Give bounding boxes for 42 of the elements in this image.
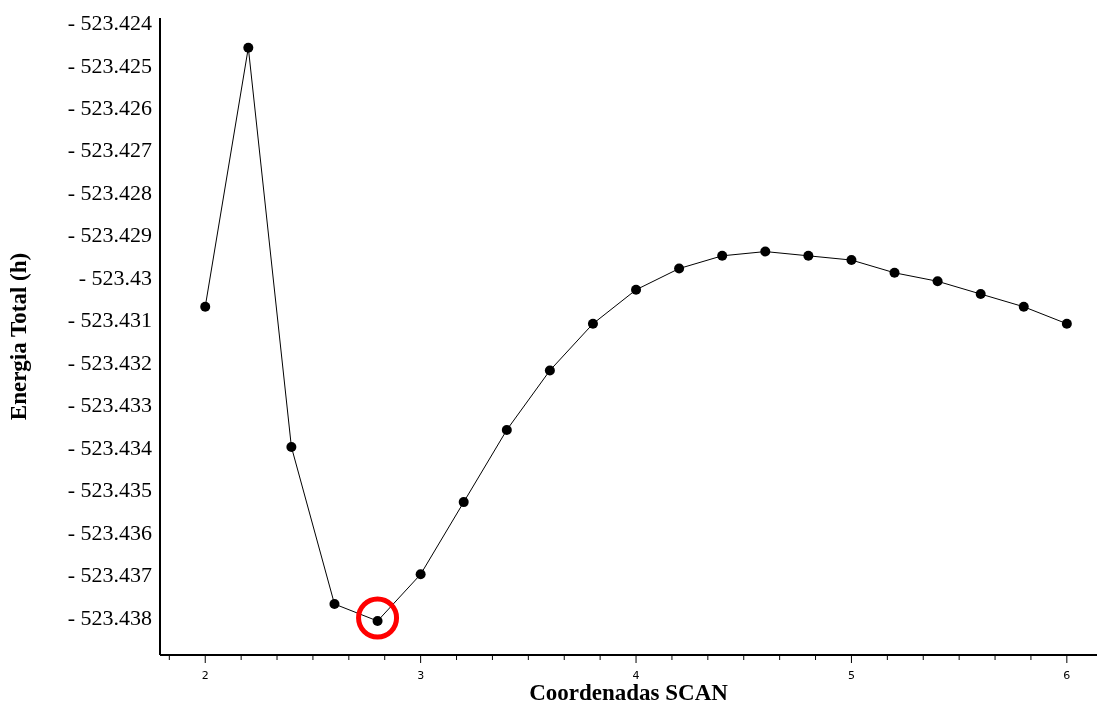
point <box>200 301 211 312</box>
y-tick-label: - 523.436 <box>67 519 152 545</box>
point <box>415 569 426 580</box>
y-tick-label: - 523.432 <box>67 349 152 375</box>
y-tick-label: - 523.43 <box>78 264 152 290</box>
x-tick-label: 2 <box>201 669 209 682</box>
y-tick-label: - 523.427 <box>67 137 152 163</box>
x-tick-label: 4 <box>632 669 640 682</box>
y-tick-label: - 523.425 <box>67 52 152 78</box>
y-axis-title: Energia Total (h) <box>6 252 32 421</box>
y-tick-label: - 523.424 <box>67 10 152 36</box>
point <box>889 267 900 278</box>
point <box>329 599 340 610</box>
y-tick-label: - 523.434 <box>67 434 152 460</box>
point <box>587 318 598 329</box>
y-tick-label: - 523.437 <box>67 562 152 588</box>
point <box>1061 318 1072 329</box>
point <box>760 246 771 257</box>
x-tick-label: 3 <box>417 669 425 682</box>
point <box>501 424 512 435</box>
point <box>932 276 943 287</box>
point <box>975 289 986 300</box>
point <box>631 284 642 295</box>
point <box>1018 301 1029 312</box>
x-tick-label: 5 <box>847 669 855 682</box>
point <box>458 497 469 508</box>
y-tick-label: - 523.433 <box>67 392 152 418</box>
point <box>717 250 728 261</box>
y-tick-label: - 523.428 <box>67 179 152 205</box>
point <box>243 42 254 53</box>
point <box>803 250 814 261</box>
y-tick-label: - 523.429 <box>67 222 152 248</box>
y-tick-label: - 523.431 <box>67 307 152 333</box>
y-tick-label: - 523.426 <box>67 94 152 120</box>
x-axis-title: Coordenadas SCAN <box>529 680 729 704</box>
point <box>544 365 555 376</box>
x-tick-label: 6 <box>1063 669 1071 682</box>
y-tick-label: - 523.435 <box>67 477 152 503</box>
y-tick-label: - 523.438 <box>67 604 152 630</box>
point <box>846 255 857 266</box>
point <box>286 441 297 452</box>
point <box>674 263 685 274</box>
